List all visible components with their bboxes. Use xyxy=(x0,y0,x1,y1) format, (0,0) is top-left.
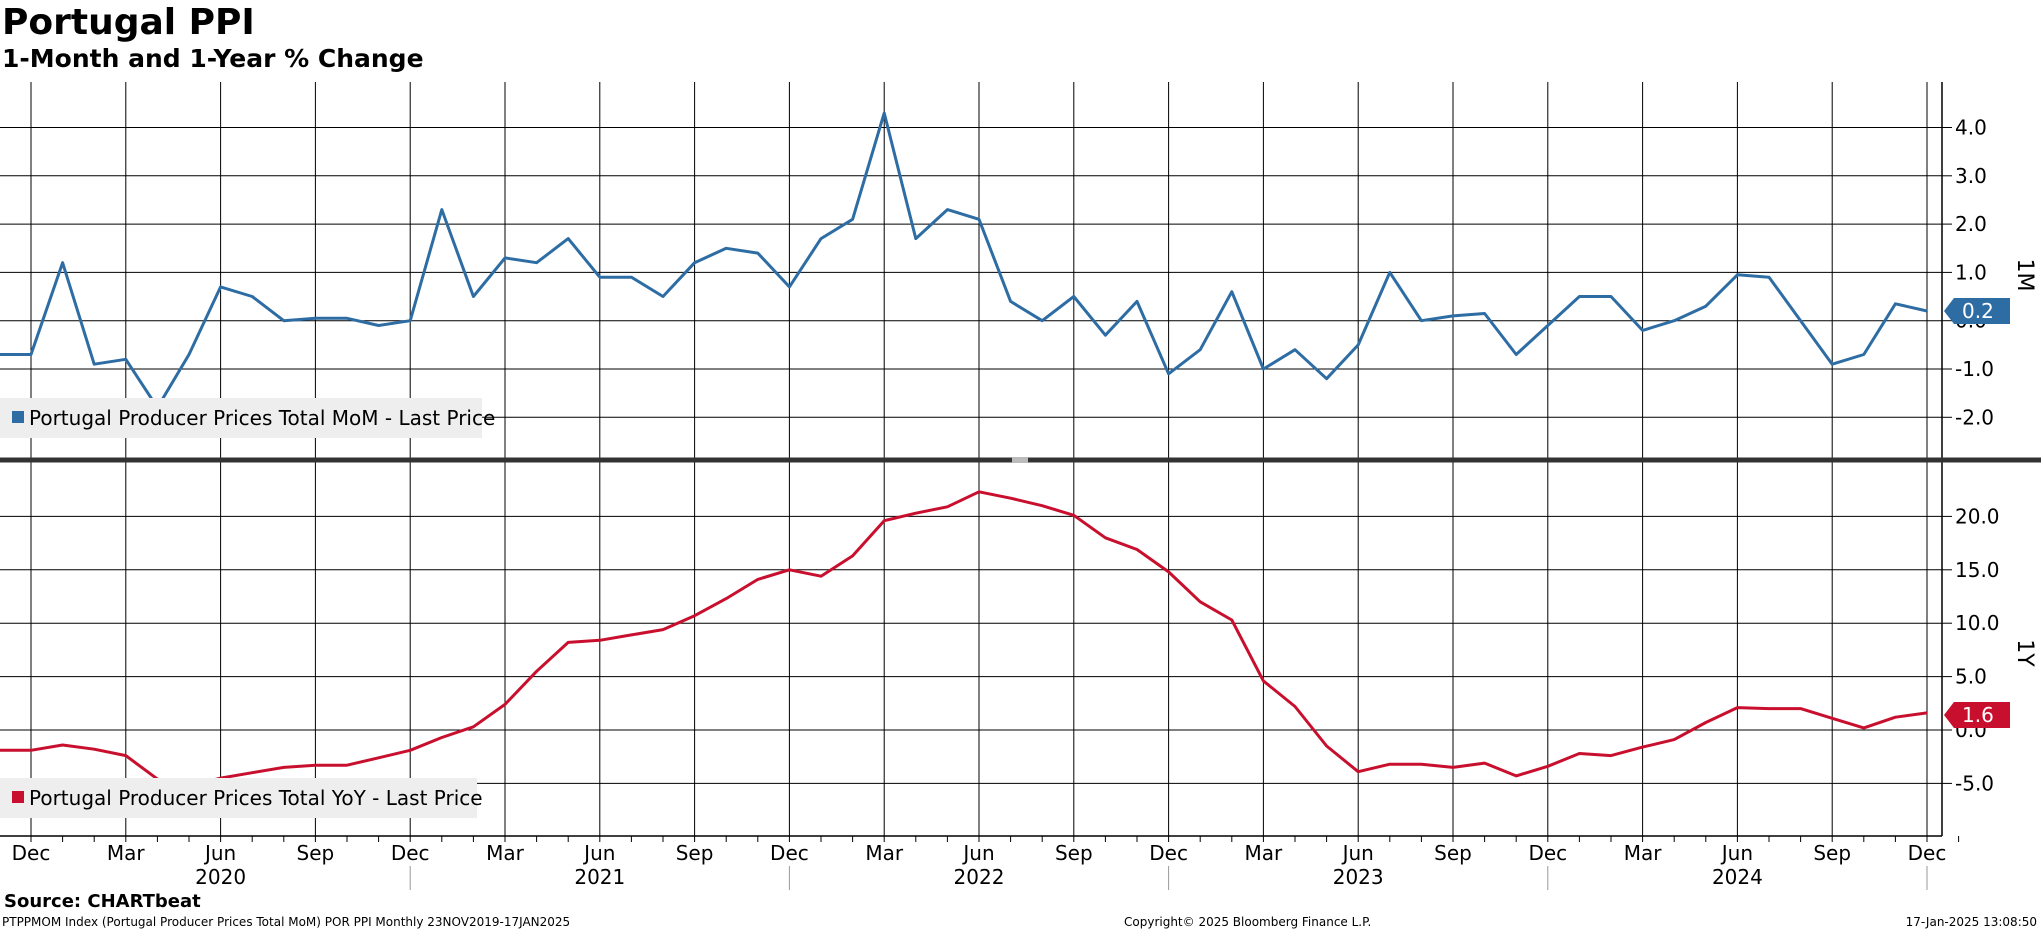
x-month-label: Mar xyxy=(865,841,904,865)
legends: Portugal Producer Prices Total MoM - Las… xyxy=(0,398,495,818)
x-month-label: Mar xyxy=(1245,841,1284,865)
axes: 4.03.02.01.00.0-1.0-2.01M20.015.010.05.0… xyxy=(0,82,2041,890)
y-tick-label: -2.0 xyxy=(1955,405,1994,429)
x-year-label: 2021 xyxy=(574,865,625,889)
y-tick-label: 5.0 xyxy=(1955,665,1987,689)
x-month-label: Sep xyxy=(1055,841,1093,865)
x-month-label: Jun xyxy=(961,841,994,865)
y-tick-label: 15.0 xyxy=(1955,558,2000,582)
mom-series-line xyxy=(0,111,1928,410)
legend-background xyxy=(0,398,482,438)
y-tick-label: -1.0 xyxy=(1955,357,1994,381)
x-month-label: Dec xyxy=(1149,841,1188,865)
x-month-label: Jun xyxy=(203,841,236,865)
yoy-series-line xyxy=(0,490,1928,789)
y-tick-label: 10.0 xyxy=(1955,611,2000,635)
x-month-label: Sep xyxy=(1434,841,1472,865)
legend-label: Portugal Producer Prices Total YoY - Las… xyxy=(29,786,483,810)
x-month-label: Jun xyxy=(1720,841,1753,865)
x-month-label: Dec xyxy=(12,841,51,865)
y-tick-label: -5.0 xyxy=(1955,771,1994,795)
y-tick-label: 20.0 xyxy=(1955,504,2000,528)
legend-swatch xyxy=(12,411,24,423)
y-tick-label: 2.0 xyxy=(1955,212,1987,236)
x-year-label: 2022 xyxy=(954,865,1005,889)
x-month-label: Jun xyxy=(582,841,615,865)
legend-label: Portugal Producer Prices Total MoM - Las… xyxy=(29,406,495,430)
footer-ticker-info: PTPPMOM Index (Portugal Producer Prices … xyxy=(2,915,571,929)
legend-background xyxy=(0,778,477,818)
mom-last-value-label: 0.2 xyxy=(1962,299,1994,323)
x-month-label: Sep xyxy=(1813,841,1851,865)
yoy-last-value-tag xyxy=(1944,702,2010,728)
chart-title: Portugal PPI xyxy=(2,2,255,43)
divider-handle xyxy=(1012,457,1028,463)
chart-subtitle: 1-Month and 1-Year % Change xyxy=(2,44,424,73)
x-month-label: Sep xyxy=(676,841,714,865)
panel-label: 1Y xyxy=(2012,639,2037,667)
x-month-label: Dec xyxy=(1528,841,1567,865)
series-lines xyxy=(0,111,1928,789)
y-tick-label: 1.0 xyxy=(1955,260,1987,284)
panel-label: 1M xyxy=(2012,259,2037,292)
x-month-label: Dec xyxy=(1908,841,1947,865)
legend-swatch xyxy=(12,791,24,803)
last-value-tags: 0.2 1.6 xyxy=(1944,298,2010,728)
x-year-label: 2023 xyxy=(1333,865,1384,889)
footer-copyright: Copyright© 2025 Bloomberg Finance L.P. xyxy=(1124,915,1372,929)
footer-timestamp: 17-Jan-2025 13:08:50 xyxy=(1905,915,2037,929)
x-month-label: Sep xyxy=(297,841,335,865)
x-month-label: Mar xyxy=(486,841,525,865)
x-year-label: 2024 xyxy=(1712,865,1763,889)
x-month-label: Dec xyxy=(770,841,809,865)
yoy-last-value-label: 1.6 xyxy=(1962,703,1994,727)
y-tick-label: 3.0 xyxy=(1955,164,1987,188)
x-month-label: Mar xyxy=(1624,841,1663,865)
x-month-label: Jun xyxy=(1341,841,1374,865)
x-month-label: Dec xyxy=(391,841,430,865)
y-tick-label: 4.0 xyxy=(1955,116,1987,140)
x-month-label: Mar xyxy=(107,841,146,865)
mom-last-value-tag xyxy=(1944,298,2010,324)
x-year-label: 2020 xyxy=(195,865,246,889)
source-note: Source: CHARTbeat xyxy=(4,891,201,912)
